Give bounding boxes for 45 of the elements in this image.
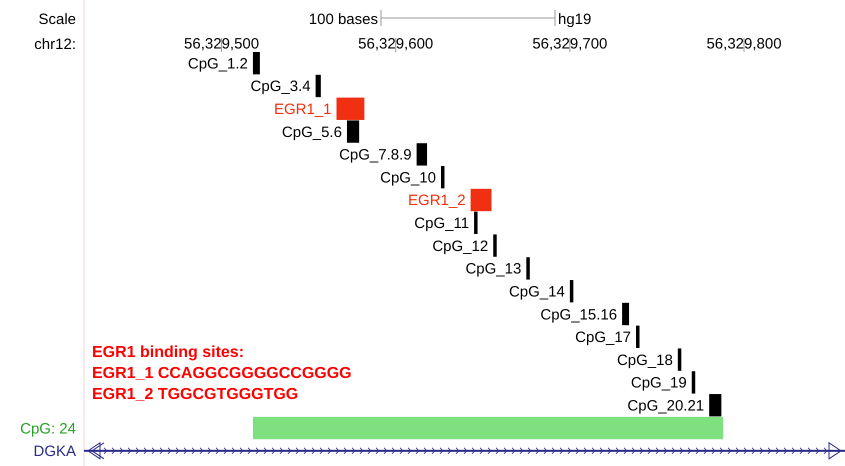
bar bbox=[636, 326, 640, 348]
bar bbox=[570, 280, 574, 302]
annotation: EGR1 binding sites: bbox=[92, 344, 244, 361]
bar bbox=[526, 257, 530, 280]
bar bbox=[440, 166, 444, 188]
y-tick-label: CpG: 24 bbox=[20, 420, 76, 438]
bar bbox=[336, 98, 364, 120]
y-tick-label: EGR1_1 bbox=[274, 101, 332, 118]
y-tick-label: CpG_13 bbox=[465, 260, 522, 278]
y-tick-label: CpG_20.21 bbox=[627, 397, 704, 414]
annotation: EGR1_2 TGGCGTGGGTGG bbox=[92, 386, 298, 403]
bar bbox=[346, 120, 360, 143]
y-tick-label: CpG_3.4 bbox=[250, 78, 311, 96]
bar bbox=[622, 302, 630, 326]
y-tick-label: CpG_12 bbox=[432, 238, 488, 255]
bar bbox=[474, 212, 478, 234]
y-tick-label: CpG_17 bbox=[575, 329, 632, 346]
bar bbox=[252, 52, 260, 74]
y-tick-label: CpG_5.6 bbox=[282, 124, 342, 141]
y-tick-label: DGKA bbox=[33, 443, 76, 460]
x-axis-title: chr12: bbox=[34, 36, 76, 53]
bar bbox=[252, 416, 724, 440]
x-tick-label: 56,329,700 bbox=[532, 35, 608, 52]
bar bbox=[493, 234, 497, 257]
y-tick-label: CpG_1.2 bbox=[188, 55, 248, 72]
y-tick-label: CpG_19 bbox=[630, 374, 687, 392]
y-tick-label: CpG_11 bbox=[414, 215, 470, 232]
bar bbox=[709, 394, 722, 416]
x-tick-label: 56,329,600 bbox=[358, 35, 434, 52]
text: hg19 bbox=[558, 11, 592, 28]
y-tick-label: EGR1_2 bbox=[408, 192, 466, 210]
bar bbox=[416, 143, 428, 166]
x-tick-label: 56,329,800 bbox=[706, 35, 782, 52]
y-tick-label: CpG_18 bbox=[616, 352, 673, 369]
bar bbox=[316, 74, 321, 98]
y-tick-label: CpG_15.16 bbox=[540, 306, 618, 324]
text: Scale bbox=[38, 11, 76, 28]
annotation: EGR1_1 CCAGGCGGGGCCGGGG bbox=[92, 365, 352, 382]
y-tick-label: CpG_7.8.9 bbox=[339, 146, 412, 164]
bar bbox=[470, 188, 492, 212]
x-tick-label: 56,329,500 bbox=[184, 35, 260, 52]
bar bbox=[678, 348, 682, 371]
text: 100 bases bbox=[308, 11, 378, 28]
y-tick-label: CpG_14 bbox=[508, 283, 565, 300]
y-tick-label: CpG_10 bbox=[380, 169, 436, 186]
